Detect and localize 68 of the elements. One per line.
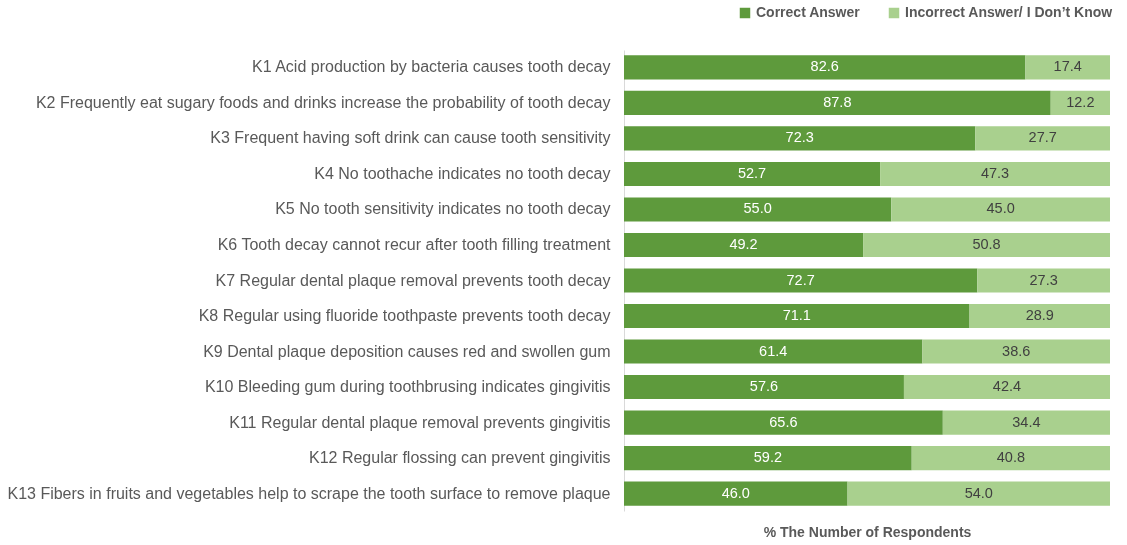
- bar: [891, 197, 1110, 222]
- data-label: 40.8: [996, 449, 1025, 466]
- data-label: 38.6: [1002, 342, 1031, 359]
- bar: [911, 446, 1110, 471]
- y-tick-label: K8 Regular using fluoride toothpaste prevents tooth decay: [198, 307, 611, 325]
- data-label: 54.0: [964, 484, 993, 501]
- y-tick-label: K3 Frequent having soft drink can cause tooth sensitivity: [210, 129, 611, 147]
- bar: [624, 90, 1051, 115]
- bar: [903, 374, 1110, 400]
- bar: [1050, 90, 1110, 115]
- y-tick-label: K7 Regular dental plaque removal prevents tooth decay: [215, 271, 611, 289]
- data-label: 50.8: [972, 235, 1001, 252]
- data-label: 52.7: [737, 164, 767, 181]
- data-label: 55.0: [743, 200, 772, 217]
- bar: [624, 126, 976, 151]
- y-tick-label: K1 Acid production by bacteria causes tooth decay: [252, 58, 611, 76]
- bar: [624, 232, 864, 258]
- y-tick-label: K4 No toothache indicates no tooth decay: [314, 164, 611, 182]
- bar: [975, 126, 1110, 151]
- bar: [969, 303, 1110, 329]
- bar: [624, 481, 848, 506]
- data-label: 47.3: [980, 164, 1010, 181]
- legend-label: Correct Answer: [756, 4, 861, 20]
- data-label: 71.1: [782, 307, 811, 324]
- bar: [624, 374, 904, 400]
- y-tick-label: K6 Tooth decay cannot recur after tooth filling treatment: [217, 235, 612, 253]
- bar: [1025, 55, 1110, 80]
- y-tick-label: K12 Regular flossing can prevent gingivitis: [309, 449, 611, 467]
- bar: [624, 197, 892, 222]
- bar: [624, 55, 1026, 80]
- data-label: 46.0: [721, 484, 750, 501]
- data-label: 49.2: [729, 235, 758, 252]
- data-label: 34.4: [1012, 413, 1041, 430]
- bar: [624, 410, 943, 435]
- bar: [624, 161, 881, 187]
- bar: [624, 339, 923, 364]
- bar: [863, 232, 1110, 258]
- y-tick-label: K9 Dental plaque deposition causes red and swollen gum: [203, 342, 611, 360]
- bar: [847, 481, 1110, 506]
- data-label: 72.7: [786, 271, 815, 288]
- legend-label: Incorrect Answer/ I Don’t Know: [905, 4, 1113, 20]
- y-tick-label: K2 Frequently eat sugary foods and drinks increase the probability of tooth decay: [35, 93, 611, 111]
- bar: [942, 410, 1110, 435]
- y-tick-label: K10 Bleeding gum during toothbrusing indicates gingivitis: [204, 378, 611, 396]
- y-tick-label: K13 Fibers in fruits and vegetables help to scrape the tooth surface to remove plaque: [7, 484, 611, 502]
- data-label: 45.0: [986, 200, 1015, 217]
- data-label: 27.7: [1028, 129, 1057, 146]
- x-axis-title: % The Number of Respondents: [763, 523, 972, 540]
- bar: [624, 446, 912, 471]
- data-label: 28.9: [1025, 307, 1054, 324]
- data-label: 82.6: [810, 58, 839, 75]
- y-tick-label: K5 No tooth sensitivity indicates no tooth decay: [275, 200, 611, 218]
- bar: [880, 161, 1110, 187]
- data-label: 61.4: [759, 342, 788, 359]
- data-label: 87.8: [823, 93, 852, 110]
- data-label: 17.4: [1053, 58, 1082, 75]
- data-label: 12.2: [1066, 93, 1095, 110]
- data-label: 27.3: [1029, 271, 1058, 288]
- bar: [922, 339, 1110, 364]
- bar: [624, 303, 970, 329]
- data-label: 57.6: [749, 378, 779, 395]
- y-tick-label: K11 Regular dental plaque removal prevents gingivitis: [229, 413, 611, 431]
- bar: [624, 268, 978, 293]
- data-label: 65.6: [769, 413, 798, 430]
- data-label: 72.3: [785, 129, 814, 146]
- bar: [977, 268, 1110, 293]
- data-label: 42.4: [992, 378, 1022, 395]
- data-label: 59.2: [753, 449, 782, 466]
